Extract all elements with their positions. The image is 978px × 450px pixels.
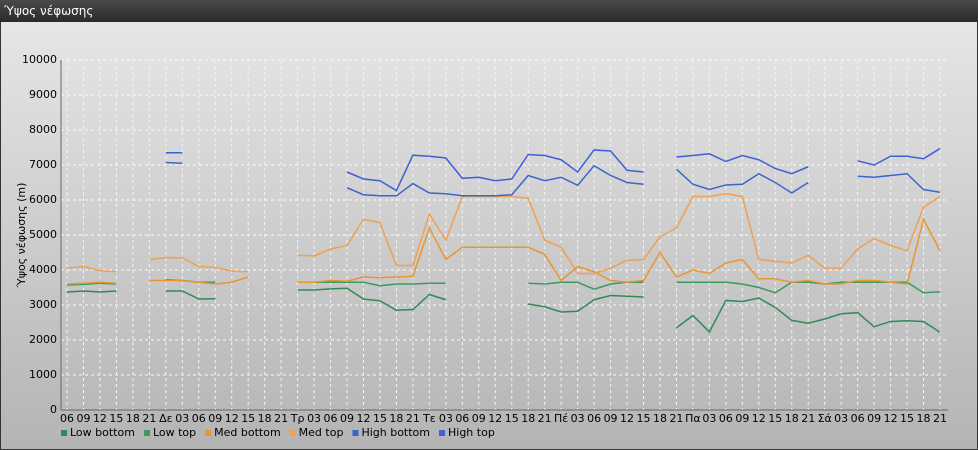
y-tick-label: 9000 — [29, 88, 57, 101]
x-tick-label: 18 — [521, 412, 535, 425]
x-tick-label: 18 — [785, 412, 799, 425]
x-tick-label: 09 — [76, 412, 90, 425]
x-tick-label: 15 — [768, 412, 782, 425]
x-tick-label: Δε — [159, 412, 173, 425]
y-tick-label: 6000 — [29, 193, 57, 206]
y-tick-label: 7000 — [29, 158, 57, 171]
legend-swatch — [352, 430, 359, 436]
x-tick-label: 03 — [571, 412, 585, 425]
x-tick-label: 15 — [505, 412, 519, 425]
x-tick-label: 21 — [538, 412, 552, 425]
x-tick-label: 18 — [389, 412, 403, 425]
x-tick-label: 15 — [241, 412, 255, 425]
y-tick-label: 4000 — [29, 263, 57, 276]
x-tick-label: 06 — [587, 412, 601, 425]
title-bar: Ύψος νέφωσης — [0, 0, 978, 22]
x-tick-label: Σά — [818, 412, 832, 425]
x-tick-label: Τρ — [290, 412, 305, 425]
series-line — [66, 192, 941, 275]
x-tick-label: 12 — [225, 412, 239, 425]
series-line — [165, 161, 941, 197]
x-tick-label: 15 — [109, 412, 123, 425]
legend-label: High bottom — [361, 426, 430, 439]
legend-swatch — [439, 430, 445, 436]
x-tick-label: 18 — [653, 412, 667, 425]
x-tick-label: 03 — [834, 412, 848, 425]
x-tick-label: 15 — [900, 412, 914, 425]
x-tick-label: 09 — [472, 412, 486, 425]
x-tick-label: 09 — [340, 412, 354, 425]
x-tick-label: 18 — [126, 412, 140, 425]
y-tick-label: 8000 — [29, 123, 57, 136]
x-tick-label: 03 — [702, 412, 716, 425]
x-tick-label: Πέ — [554, 412, 568, 425]
legend-swatch — [61, 430, 67, 436]
x-tick-label: 09 — [208, 412, 222, 425]
x-tick-label: 09 — [867, 412, 881, 425]
x-tick-label: 12 — [356, 412, 370, 425]
legend-label: Med top — [299, 426, 344, 439]
y-tick-label: 3000 — [29, 298, 57, 311]
x-tick-label: 21 — [669, 412, 683, 425]
x-tick-label: 06 — [851, 412, 865, 425]
legend-swatch — [143, 430, 150, 436]
x-tick-label: 06 — [719, 412, 733, 425]
y-axis-label: Ύψος νέφωσης (m) — [15, 183, 28, 289]
x-tick-label: 09 — [604, 412, 618, 425]
x-tick-label: 21 — [274, 412, 288, 425]
x-tick-label: 15 — [637, 412, 651, 425]
series-line — [165, 147, 941, 192]
x-tick-label: Τε — [422, 412, 436, 425]
x-tick-label: 06 — [455, 412, 469, 425]
x-tick-label: 12 — [620, 412, 634, 425]
x-tick-label: 12 — [488, 412, 502, 425]
x-tick-label: 03 — [439, 412, 453, 425]
series-line — [66, 287, 941, 334]
chart: Ύψος νέφωσης (m) 0 1000 2000 3000 4000 5000 60… — [1, 22, 977, 449]
legend-label: Low top — [153, 426, 196, 439]
x-tick-label: 18 — [917, 412, 931, 425]
y-tick-label: 2000 — [29, 333, 57, 346]
x-tick-label: 21 — [801, 412, 815, 425]
x-tick-label: 12 — [884, 412, 898, 425]
x-tick-label: Πα — [685, 412, 701, 425]
x-tick-label: 03 — [307, 412, 321, 425]
y-tick-label: 0 — [50, 403, 57, 416]
x-tick-label: 12 — [752, 412, 766, 425]
x-tick-label: 12 — [93, 412, 107, 425]
y-tick-label: 10000 — [22, 53, 57, 66]
x-tick-label: 09 — [735, 412, 749, 425]
x-tick-label: 03 — [175, 412, 189, 425]
x-tick-label: 06 — [192, 412, 206, 425]
x-tick-label: 15 — [373, 412, 387, 425]
legend-label: High top — [448, 426, 495, 439]
legend-label: Low bottom — [70, 426, 135, 439]
x-tick-label: 21 — [142, 412, 156, 425]
y-tick-label: 5000 — [29, 228, 57, 241]
legend-swatch — [205, 430, 212, 436]
x-tick-label: 06 — [60, 412, 74, 425]
legend-label: Med bottom — [214, 426, 281, 439]
x-tick-label: 06 — [324, 412, 338, 425]
x-tick-label: 21 — [406, 412, 420, 425]
series-line — [66, 217, 941, 285]
x-tick-label: 21 — [933, 412, 947, 425]
legend-swatch — [289, 430, 296, 436]
y-tick-label: 1000 — [29, 368, 57, 381]
x-tick-label: 18 — [258, 412, 272, 425]
